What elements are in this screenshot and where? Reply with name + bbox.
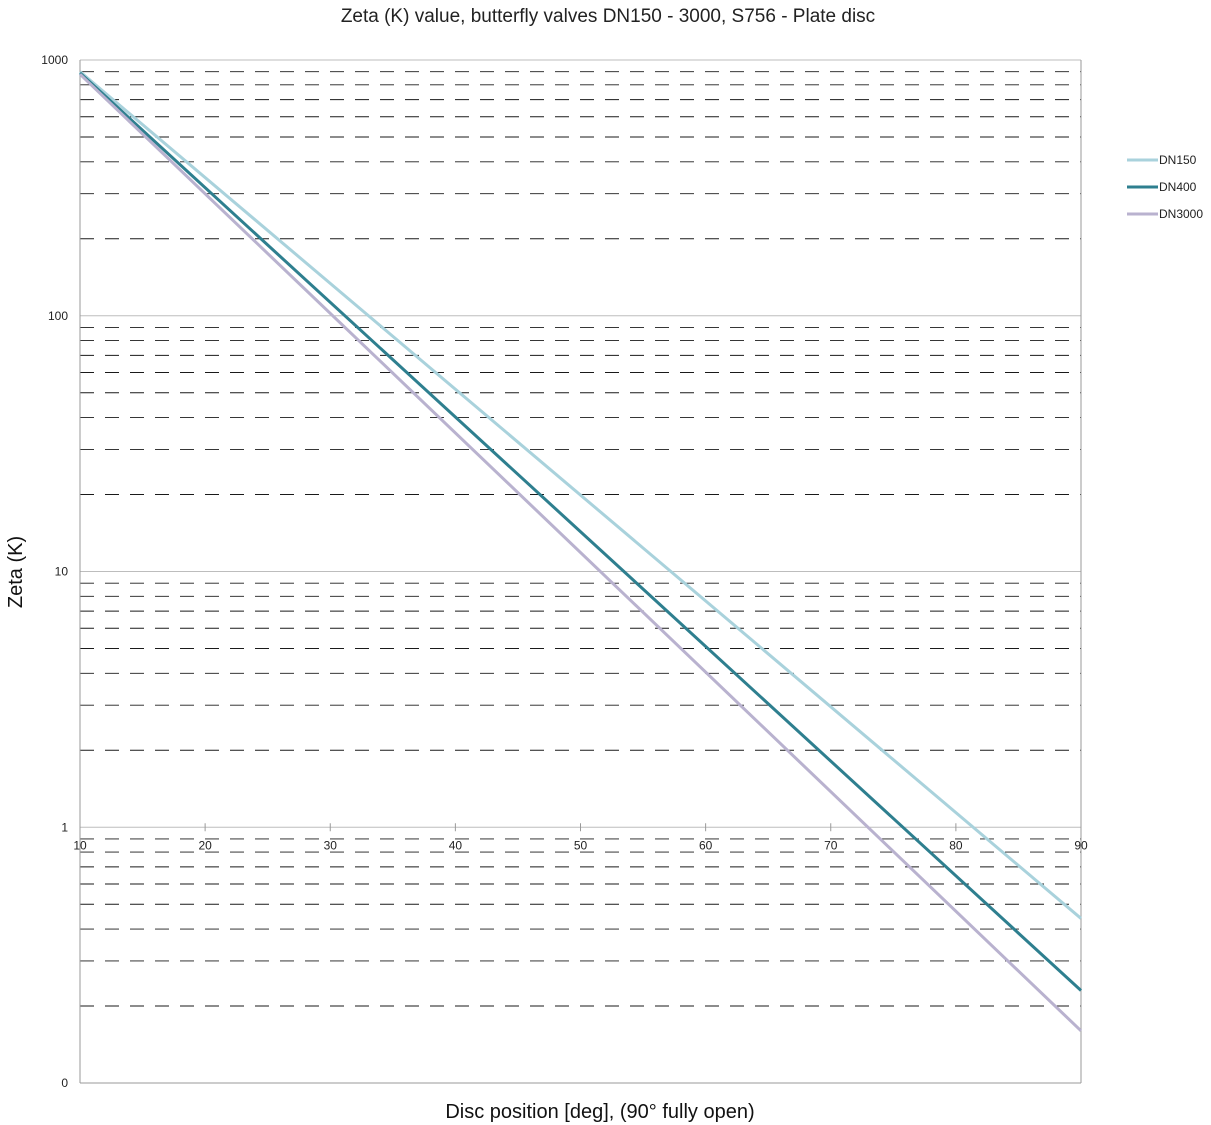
- x-tick-label: 70: [824, 838, 838, 852]
- y-tick-label: 1000: [41, 53, 68, 67]
- x-tick-label: 10: [73, 838, 87, 852]
- y-axis-title: Zeta (K): [5, 536, 27, 608]
- x-tick-label: 60: [699, 838, 713, 852]
- x-tick-label: 50: [574, 838, 588, 852]
- x-tick-label: 30: [324, 838, 338, 852]
- x-tick-label: 80: [949, 838, 963, 852]
- legend-label: DN150: [1159, 153, 1197, 167]
- series-line-dn3000: [78, 73, 1083, 1032]
- chart-title: Zeta (K) value, butterfly valves DN150 -…: [341, 6, 875, 27]
- series-line-dn150: [79, 70, 1082, 920]
- y-tick-label: 10: [55, 565, 69, 579]
- series-line-dn400: [78, 71, 1083, 992]
- legend-label: DN3000: [1159, 207, 1203, 221]
- y-tick-label: 100: [48, 309, 68, 323]
- legend-label: DN400: [1159, 180, 1197, 194]
- x-tick-label: 90: [1074, 838, 1088, 852]
- x-axis-title: Disc position [deg], (90° fully open): [445, 1101, 754, 1123]
- legend: DN150 DN400 DN3000: [1127, 153, 1203, 221]
- x-tick-label: 40: [449, 838, 463, 852]
- y-tick-label: 1: [61, 820, 68, 834]
- x-tick-label: 20: [198, 838, 212, 852]
- grid: [80, 59, 1081, 1084]
- y-tick-label: 0: [61, 1076, 68, 1090]
- axes: [79, 60, 1082, 1084]
- series-lines: [78, 70, 1083, 1032]
